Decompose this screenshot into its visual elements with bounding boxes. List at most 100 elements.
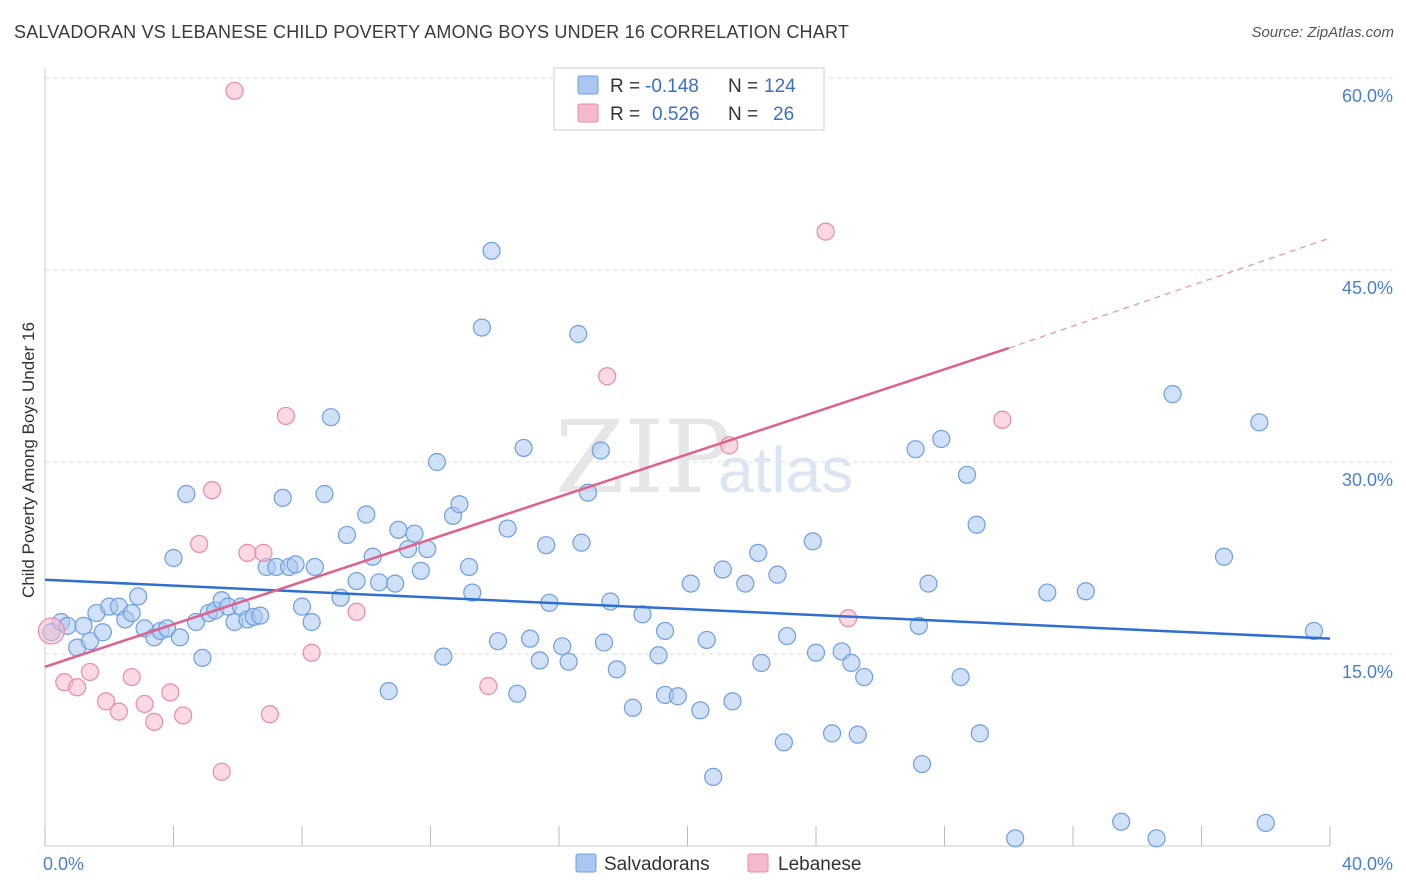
- lebanese-point: [302, 643, 321, 662]
- salvadoran-point: [1147, 829, 1166, 848]
- salvadoran-point: [129, 587, 148, 606]
- salvadoran-point: [331, 588, 350, 607]
- salvadoran-point: [93, 623, 112, 642]
- y-tick-label-60: 60.0%: [1342, 86, 1393, 106]
- watermark-atlas: atlas: [718, 434, 853, 506]
- lebanese-point: [347, 602, 366, 621]
- salvadoran-point: [472, 318, 491, 337]
- salvadoran-point: [321, 408, 341, 427]
- salvadoran-point: [655, 621, 675, 641]
- y-axis-label: Child Poverty Among Boys Under 16: [19, 322, 38, 598]
- axes: 15.0% 30.0% 45.0% 60.0% 0.0% 40.0%: [43, 68, 1393, 874]
- salvadoran-point: [74, 616, 93, 635]
- lebanese-point: [260, 705, 279, 724]
- salvadoran-point: [379, 682, 398, 701]
- y-tick-label-30: 30.0%: [1342, 470, 1393, 490]
- salvadoran-point: [357, 505, 376, 524]
- lebanese-point: [80, 662, 100, 682]
- lebanese-point: [135, 694, 154, 714]
- x-tick-label-min: 0.0%: [43, 854, 84, 874]
- salvadoran-point: [530, 651, 549, 670]
- salvadoran-point: [594, 633, 614, 652]
- salvadoran-point: [1214, 547, 1234, 566]
- salvadoran-point: [906, 440, 925, 459]
- salvadoran-point: [681, 574, 700, 593]
- salvadoran-point: [1076, 582, 1095, 601]
- lebanese-point: [816, 222, 835, 241]
- legend-n-value-2: 26: [773, 104, 794, 125]
- salvadoran-point: [427, 452, 447, 472]
- salvadoran-point: [855, 667, 874, 687]
- salvadoran-point: [951, 667, 970, 687]
- salvadoran-point: [957, 465, 977, 484]
- salvadoran-point: [337, 525, 357, 545]
- salvadoran-point: [909, 616, 928, 635]
- lebanese-point: [276, 406, 296, 426]
- salvadoran-point: [482, 241, 501, 260]
- lebanese-point: [161, 683, 180, 702]
- salvadoran-point: [292, 597, 312, 616]
- salvadoran-point: [572, 533, 591, 552]
- trend-lines: [44, 237, 1331, 668]
- legend-n-label-1: N =: [728, 76, 758, 97]
- salvadoran-point: [305, 557, 324, 577]
- salvadoran-point: [520, 629, 540, 648]
- lebanese-trend-extension: [1008, 237, 1331, 349]
- salvadoran-point: [697, 630, 716, 650]
- stats-legend: R = -0.148 N = 124 R = 0.526 N = 26: [553, 67, 825, 131]
- legend-r-value-2: 0.526: [652, 104, 700, 125]
- salvadoran-point: [1038, 583, 1057, 602]
- salvadoran-point: [932, 429, 951, 449]
- chart-title: SALVADORAN VS LEBANESE CHILD POVERTY AMO…: [14, 22, 850, 42]
- salvadoran-point: [601, 592, 620, 611]
- salvadoran-point: [749, 543, 768, 562]
- lebanese-point: [202, 481, 222, 500]
- watermark: ZIP atlas: [555, 399, 853, 516]
- salvadoran-point: [848, 725, 867, 744]
- lebanese-point: [254, 543, 273, 562]
- salvadoran-point: [164, 548, 183, 568]
- salvadoran-point: [607, 660, 626, 679]
- series-legend-label-salvadorans: Salvadorans: [604, 854, 710, 875]
- salvadoran-point: [919, 574, 938, 593]
- lebanese-point: [190, 534, 209, 554]
- salvadoran-point: [177, 484, 196, 504]
- salvadoran-point: [193, 648, 212, 667]
- series-legend-label-lebanese: Lebanese: [778, 854, 861, 875]
- lebanese-point: [225, 81, 244, 100]
- legend-box: [553, 67, 825, 131]
- salvadoran-point: [774, 733, 793, 752]
- lebanese-point: [212, 762, 231, 781]
- salvadoran-point: [488, 632, 508, 651]
- salvadoran-point: [450, 495, 469, 514]
- legend-swatch-lebanese: [577, 103, 599, 123]
- data-points: [37, 81, 1324, 848]
- lebanese-trend-line: [44, 346, 1010, 668]
- lebanese-point: [37, 617, 66, 645]
- salvadoran-point: [591, 441, 610, 460]
- salvadoran-point: [1112, 812, 1131, 831]
- salvadoran-point: [842, 653, 861, 673]
- salvadoran-point: [553, 637, 572, 656]
- salvadoran-point: [822, 724, 842, 743]
- salvadoran-point: [508, 684, 527, 703]
- x-tick-label-max: 40.0%: [1342, 854, 1393, 874]
- lebanese-point: [598, 367, 617, 386]
- salvadoran-point: [970, 724, 989, 743]
- salvadoran-point: [80, 632, 100, 651]
- lebanese-point: [96, 692, 116, 711]
- lebanese-point: [174, 706, 193, 725]
- salvadoran-point: [912, 754, 932, 774]
- lebanese-point: [145, 712, 164, 731]
- lebanese-point: [479, 676, 498, 696]
- lebanese-point: [839, 609, 858, 628]
- salvadoran-point: [1006, 829, 1025, 848]
- salvadoran-point: [736, 574, 755, 593]
- salvadoran-point: [315, 484, 334, 504]
- salvadoran-point: [463, 583, 482, 602]
- salvadoran-point: [967, 515, 986, 534]
- salvadoran-point: [569, 324, 588, 344]
- salvadoran-point: [777, 626, 797, 646]
- salvadoran-point: [514, 438, 533, 458]
- salvadoran-point: [170, 628, 190, 647]
